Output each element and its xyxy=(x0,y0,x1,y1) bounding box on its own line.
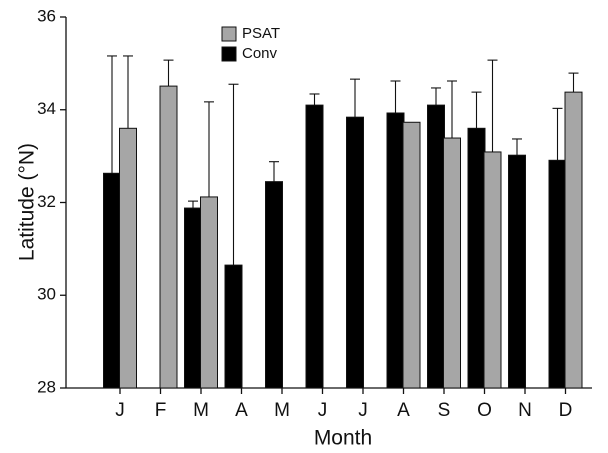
x-tick-label: A xyxy=(235,400,248,421)
error-bar xyxy=(350,78,360,118)
error-bar xyxy=(188,200,198,209)
bar xyxy=(427,104,445,389)
error-bar xyxy=(107,55,117,174)
x-tick-label: M xyxy=(193,400,209,421)
bar xyxy=(508,154,526,389)
y-axis-label: Latitude (°N) xyxy=(16,143,39,261)
x-tick-label: F xyxy=(155,400,167,421)
error-bar xyxy=(487,59,498,152)
y-tick-label: 36 xyxy=(37,6,56,25)
legend-label: Conv xyxy=(242,45,278,62)
error-bar xyxy=(269,161,279,182)
y-tick-label: 34 xyxy=(37,99,56,118)
bar xyxy=(200,196,218,389)
error-bar xyxy=(309,93,320,106)
x-tick-label: J xyxy=(318,400,328,421)
bar xyxy=(265,181,283,389)
bar xyxy=(119,127,137,389)
error-bar xyxy=(163,59,174,87)
legend-swatch xyxy=(221,46,237,62)
x-tick-label: S xyxy=(438,400,451,421)
bar xyxy=(305,104,324,389)
bar xyxy=(224,264,243,389)
error-bar xyxy=(123,55,133,129)
bar xyxy=(159,85,178,389)
error-bar xyxy=(568,72,579,93)
error-bar xyxy=(471,91,482,129)
bar xyxy=(346,116,364,389)
bar xyxy=(386,112,405,389)
x-tick-label: O xyxy=(477,400,492,421)
legend-swatch xyxy=(221,26,237,42)
y-tick-label: 30 xyxy=(37,285,56,304)
error-bar xyxy=(204,101,214,197)
bar xyxy=(483,151,502,389)
bar xyxy=(467,127,486,389)
x-tick-label: J xyxy=(358,400,368,421)
error-bar xyxy=(447,80,457,139)
error-bar xyxy=(390,80,401,113)
bar xyxy=(564,91,583,389)
x-tick-label: M xyxy=(274,400,290,421)
error-bar xyxy=(431,87,441,106)
y-tick-label: 32 xyxy=(37,192,56,211)
bar xyxy=(548,159,567,389)
x-axis-label: Month xyxy=(314,427,372,450)
bar xyxy=(103,172,121,389)
bar xyxy=(184,207,202,389)
x-tick-label: J xyxy=(115,400,125,421)
x-tick-label: D xyxy=(559,400,573,421)
error-bar xyxy=(552,107,563,161)
bar xyxy=(443,137,461,389)
bar xyxy=(402,121,421,389)
legend-label: PSAT xyxy=(242,25,280,42)
x-tick-label: N xyxy=(518,400,532,421)
y-tick-label: 28 xyxy=(37,377,56,396)
error-bar xyxy=(228,83,239,266)
x-tick-label: A xyxy=(397,400,410,421)
error-bar xyxy=(512,138,522,156)
